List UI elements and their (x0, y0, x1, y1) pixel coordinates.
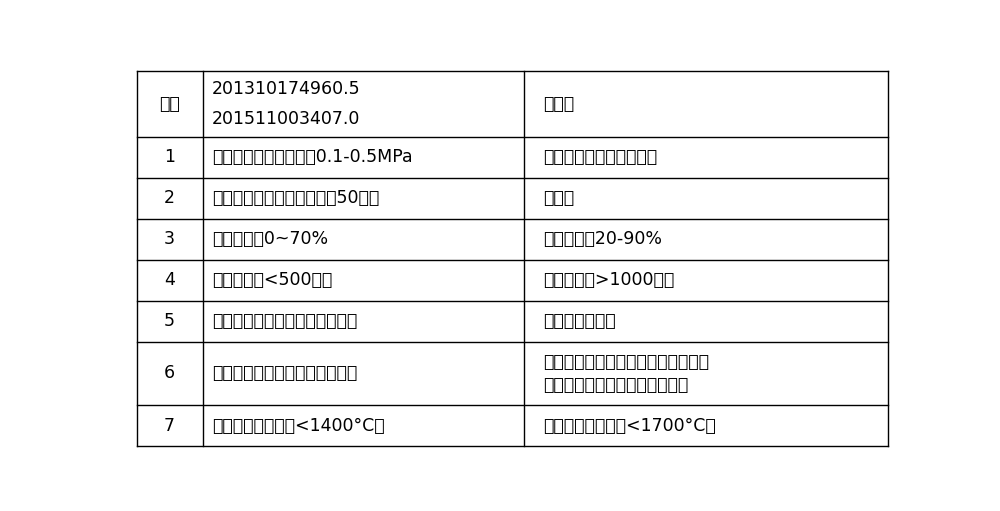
Text: 2: 2 (164, 189, 175, 207)
Text: 反应床弹化体系，压降0.1-0.5MPa: 反应床弹化体系，压降0.1-0.5MPa (212, 148, 412, 166)
Text: 耐氧化还原温度（<1700°C）: 耐氧化还原温度（<1700°C） (544, 416, 716, 435)
Text: 6: 6 (164, 364, 175, 382)
Text: 4: 4 (164, 271, 175, 289)
Text: 本发明: 本发明 (544, 95, 575, 113)
Text: 弹化剂寿命<500小时: 弹化剂寿命<500小时 (212, 271, 332, 289)
Text: 甲烷转化率20-90%: 甲烷转化率20-90% (544, 230, 662, 248)
Text: 201310174960.5: 201310174960.5 (212, 80, 360, 98)
Text: 无温差: 无温差 (544, 189, 575, 207)
Text: 5: 5 (164, 312, 175, 330)
Text: 201511003407.0: 201511003407.0 (212, 110, 360, 128)
Text: 制备条件苛刻，弹化剂难于放大: 制备条件苛刻，弹化剂难于放大 (212, 312, 357, 330)
Text: 耐氧化还原温度（<1400°C）: 耐氧化还原温度（<1400°C） (212, 416, 384, 435)
Text: 无弹化剂床层，故无压降: 无弹化剂床层，故无压降 (544, 148, 658, 166)
Text: 无类似工业化装置，设计难度大: 无类似工业化装置，设计难度大 (212, 364, 357, 382)
Text: 3: 3 (164, 230, 175, 248)
Text: 序号: 序号 (159, 95, 180, 113)
Text: 弹化剂寿命>1000小时: 弹化剂寿命>1000小时 (544, 271, 675, 289)
Text: 与乙烷裂解和加氢裂解的列管反应装: 与乙烷裂解和加氢裂解的列管反应装 (544, 353, 710, 371)
Text: 1: 1 (164, 148, 175, 166)
Text: 弹化剂无需放大: 弹化剂无需放大 (544, 312, 616, 330)
Text: 置相似直接套用，工业化难度小: 置相似直接套用，工业化难度小 (544, 376, 689, 394)
Text: 反应床的径向温差较大（吆50度）: 反应床的径向温差较大（吆50度） (212, 189, 379, 207)
Text: 7: 7 (164, 416, 175, 435)
Text: 甲烷转化率0~70%: 甲烷转化率0~70% (212, 230, 328, 248)
